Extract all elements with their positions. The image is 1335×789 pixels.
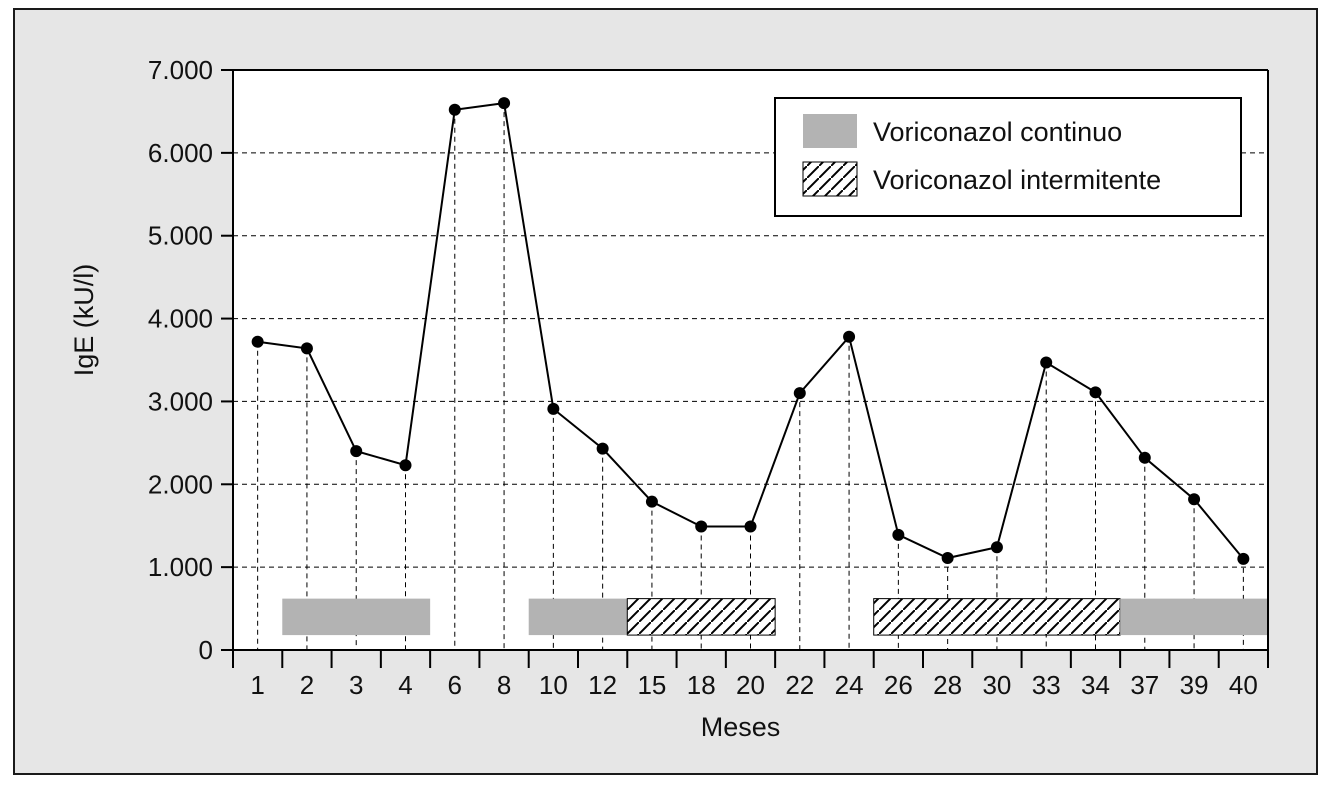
x-tick-label: 8 [497, 670, 511, 700]
x-tick-label: 1 [250, 670, 264, 700]
data-point [941, 552, 954, 565]
y-tick-label: 6.000 [148, 138, 213, 168]
x-tick-label: 30 [982, 670, 1011, 700]
x-tick-label: 28 [933, 670, 962, 700]
bar-voriconazol-continuo [528, 598, 628, 636]
x-tick-label: 10 [539, 670, 568, 700]
data-point [251, 335, 264, 348]
legend-swatch-intermitente [802, 161, 858, 197]
data-point [744, 520, 757, 533]
data-point [399, 459, 412, 472]
data-point [793, 387, 806, 400]
x-tick-label: 24 [835, 670, 864, 700]
data-point [1237, 552, 1250, 565]
data-point [843, 330, 856, 343]
bar-voriconazol-continuo [1120, 598, 1268, 636]
x-tick-label: 34 [1081, 670, 1110, 700]
x-tick-label: 15 [637, 670, 666, 700]
data-point [1138, 451, 1151, 464]
y-tick-label: 5.000 [148, 221, 213, 251]
data-point [1089, 386, 1102, 399]
data-point [300, 342, 313, 355]
legend-label: Voriconazol continuo [873, 117, 1122, 147]
x-tick-label: 26 [884, 670, 913, 700]
x-tick-label: 39 [1180, 670, 1209, 700]
data-point [596, 442, 609, 455]
y-tick-label: 0 [199, 635, 213, 665]
data-point [645, 495, 658, 508]
data-point [695, 520, 708, 533]
bar-voriconazol-intermitente [626, 598, 776, 636]
x-tick-label: 3 [349, 670, 363, 700]
data-point [990, 541, 1003, 554]
data-point [498, 97, 511, 110]
data-point [448, 103, 461, 116]
bar-voriconazol-intermitente [873, 598, 1121, 636]
x-tick-label: 4 [398, 670, 412, 700]
data-point [1188, 493, 1201, 506]
x-tick-label: 18 [687, 670, 716, 700]
data-point [1040, 356, 1053, 369]
data-point [892, 528, 905, 541]
x-tick-label: 22 [785, 670, 814, 700]
legend-swatch-continuo [803, 114, 857, 148]
x-tick-label: 33 [1032, 670, 1061, 700]
x-tick-label: 40 [1229, 670, 1258, 700]
y-tick-label: 7.000 [148, 55, 213, 85]
legend-label: Voriconazol intermitente [873, 165, 1161, 195]
y-tick-label: 1.000 [148, 552, 213, 582]
x-tick-label: 37 [1130, 670, 1159, 700]
y-tick-label: 3.000 [148, 386, 213, 416]
x-tick-label: 2 [300, 670, 314, 700]
y-axis-title: IgE (kU/l) [69, 264, 99, 377]
y-tick-label: 4.000 [148, 304, 213, 334]
x-tick-label: 20 [736, 670, 765, 700]
x-tick-label: 12 [588, 670, 617, 700]
bar-voriconazol-continuo [282, 598, 431, 636]
data-point [547, 402, 560, 415]
y-tick-label: 2.000 [148, 469, 213, 499]
x-axis-title: Meses [701, 712, 781, 742]
data-point [350, 445, 363, 458]
x-tick-label: 6 [448, 670, 462, 700]
